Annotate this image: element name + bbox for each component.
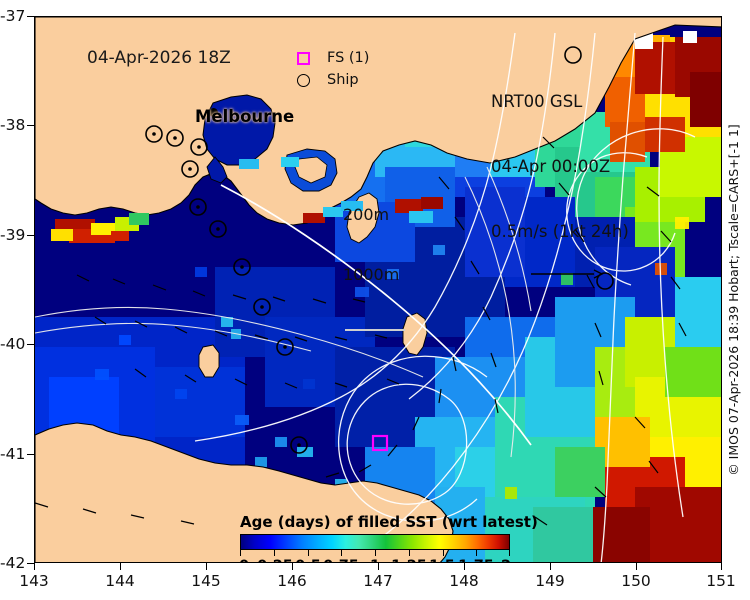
landmass-mainland bbox=[35, 17, 721, 226]
fs-square-icon bbox=[297, 51, 323, 65]
depth-200m-label: 200m bbox=[343, 205, 390, 224]
map-plot-area: 04-Apr-2026 18Z FS (1) Ship NRT00 GSL 04… bbox=[34, 16, 722, 563]
colorbar-tick-label: 2 bbox=[501, 558, 511, 562]
king-island bbox=[198, 344, 220, 378]
colorbar: Age (days) of filled SST (wrt latest) 0 … bbox=[239, 513, 538, 562]
x-tick-label: 145 bbox=[191, 572, 221, 590]
current-time-label: 04-Apr 00:00Z bbox=[491, 156, 611, 176]
date-stamp: 04-Apr-2026 18Z bbox=[87, 48, 231, 68]
y-tick-label: -42 bbox=[0, 554, 26, 572]
x-tick-label: 146 bbox=[277, 572, 307, 590]
marker-legend: FS (1) Ship bbox=[297, 47, 369, 91]
current-vectors bbox=[35, 136, 687, 526]
landmass-tasmania bbox=[35, 422, 454, 562]
colorbar-ticks bbox=[240, 550, 510, 558]
colorbar-tick-label: 1.75 bbox=[458, 558, 494, 562]
colorbar-tick-label: 0.25 bbox=[257, 558, 293, 562]
colorbar-tick-label: 0 bbox=[239, 558, 249, 562]
melbourne-label: Melbourne bbox=[195, 107, 295, 126]
coastal-old-data-patches bbox=[51, 157, 443, 243]
legend-item-ship: Ship bbox=[297, 69, 369, 91]
x-tick-label: 151 bbox=[706, 572, 736, 590]
legend-label-ship: Ship bbox=[327, 72, 359, 88]
port-phillip-heads bbox=[206, 156, 228, 184]
y-tick-label: -40 bbox=[0, 335, 26, 353]
colorbar-title: Age (days) of filled SST (wrt latest) bbox=[240, 513, 538, 531]
french-island bbox=[294, 156, 328, 184]
x-tick-label: 148 bbox=[449, 572, 479, 590]
y-tick-label: -37 bbox=[0, 7, 26, 25]
x-tick-label: 144 bbox=[105, 572, 135, 590]
legend-item-fs: FS (1) bbox=[297, 47, 369, 69]
depth-contour-legend: 200m 1000m bbox=[343, 165, 405, 371]
colorbar-tick-label: 1 bbox=[370, 558, 380, 562]
x-tick-label: 150 bbox=[621, 572, 651, 590]
colorbar-tick-label: 1.5 bbox=[429, 558, 455, 562]
credit-text: © IMOS 07-Apr-2026 18:39 Hobart; Tscale=… bbox=[726, 124, 741, 476]
colorbar-gradient bbox=[240, 534, 510, 550]
colorbar-tick-label: 1.25 bbox=[391, 558, 427, 562]
y-tick-label: -41 bbox=[0, 445, 26, 463]
bathymetry-line bbox=[220, 184, 532, 446]
current-product-label: NRT00 GSL bbox=[491, 91, 583, 111]
colorbar-tick-label: 0.5 bbox=[295, 558, 321, 562]
y-tick-label: -39 bbox=[0, 226, 26, 244]
x-tick-label: 147 bbox=[363, 572, 393, 590]
depth-legend-rule bbox=[345, 329, 405, 331]
ship-circle-icon bbox=[297, 73, 323, 87]
colorbar-tick-labels: 0 0.25 0.5 0.75 1 1.25 1.5 1.75 2 bbox=[239, 558, 511, 562]
y-tick-label: -38 bbox=[0, 116, 26, 134]
x-tick-label: 143 bbox=[19, 572, 49, 590]
current-scale-arrow-icon bbox=[531, 269, 605, 279]
colorbar-tick-label: 0.75 bbox=[323, 558, 359, 562]
depth-1000m-label: 1000m bbox=[343, 265, 400, 284]
x-tick-label: 149 bbox=[535, 572, 565, 590]
current-scale-label: 0.5m/s (1kt 24h) bbox=[491, 222, 629, 242]
current-annotation: NRT00 GSL 04-Apr 00:00Z 0.5m/s (1kt 24h) bbox=[491, 47, 629, 308]
melbourne-city-dot bbox=[209, 108, 218, 117]
flinders-island bbox=[402, 312, 428, 356]
ssh-contours bbox=[35, 32, 696, 562]
legend-label-fs: FS (1) bbox=[327, 50, 370, 66]
